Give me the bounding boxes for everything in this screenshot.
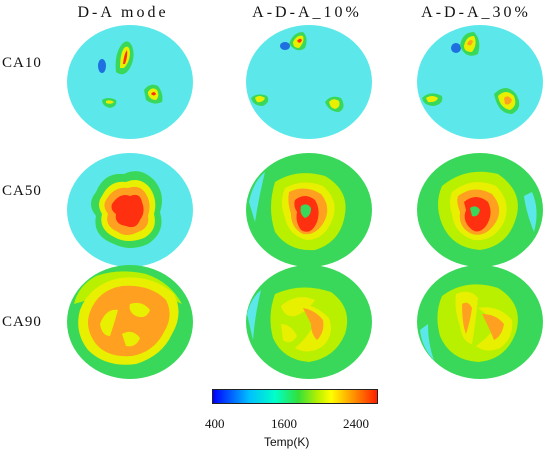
temperature-panel-ca90-da-mode	[66, 264, 194, 380]
column-header-da-mode: D-A mode	[77, 4, 169, 21]
column-header-ada-10: A-D-A_10%	[252, 4, 362, 21]
temperature-panel-ca10-ada-30	[416, 24, 544, 140]
temperature-panel-ca50-da-mode	[66, 152, 194, 268]
colorbar-tick-2400: 2400	[343, 416, 369, 431]
temperature-panel-ca50-ada-30	[416, 152, 544, 268]
temperature-panel-ca10-ada-10	[245, 24, 373, 140]
temperature-colorbar	[212, 389, 378, 404]
colorbar-title: Temp(K)	[264, 435, 310, 449]
colorbar-tick-400: 400	[205, 416, 225, 431]
temperature-panel-ca90-ada-30	[416, 264, 544, 380]
column-header-ada-30: A-D-A_30%	[421, 4, 531, 21]
row-label-ca10: CA10	[2, 55, 42, 71]
temperature-panel-ca50-ada-10	[245, 152, 373, 268]
row-label-ca50: CA50	[2, 183, 42, 199]
temperature-panel-ca10-da-mode	[66, 24, 194, 140]
row-label-ca90: CA90	[2, 314, 42, 330]
temperature-panel-ca90-ada-10	[245, 264, 373, 380]
colorbar-tick-1600: 1600	[271, 416, 297, 431]
